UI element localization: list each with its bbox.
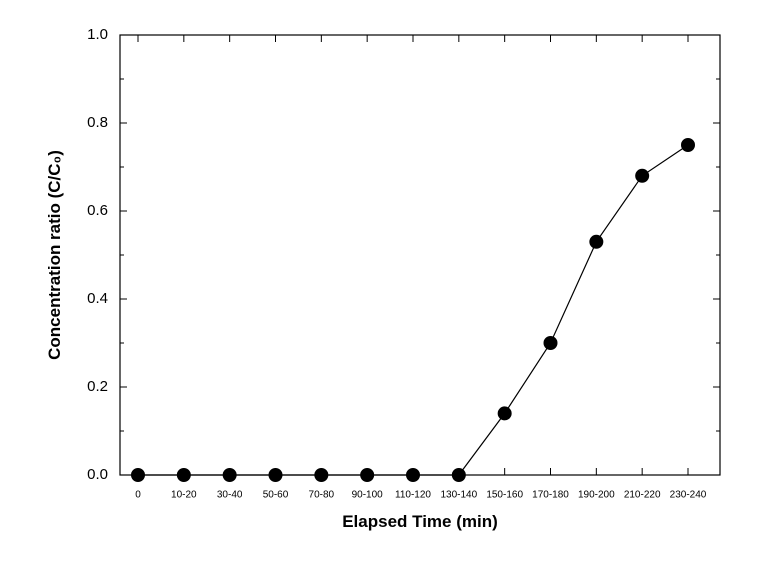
data-point <box>177 469 190 482</box>
x-tick-label: 130-140 <box>440 489 477 500</box>
data-point <box>682 139 695 152</box>
data-point <box>544 337 557 350</box>
concentration-ratio-chart: 0.0 0.2 0.4 0.6 0.8 1.0 0 10-20 30-40 50-60 70-80 9… <box>0 0 771 574</box>
x-tick-label: 0 <box>135 489 141 500</box>
x-tick-label: 230-240 <box>670 489 707 500</box>
data-point <box>452 469 465 482</box>
x-tick-label: 210-220 <box>624 489 661 500</box>
x-tick-label: 30-40 <box>217 489 243 500</box>
data-point <box>269 469 282 482</box>
data-point <box>590 235 603 248</box>
y-tick-label: 0.6 <box>87 202 108 219</box>
x-tick-label: 90-100 <box>352 489 384 500</box>
data-point <box>498 407 511 420</box>
data-point <box>132 469 145 482</box>
y-tick-label: 0.8 <box>87 114 108 131</box>
data-point <box>636 169 649 182</box>
y-tick-label: 1.0 <box>87 26 108 43</box>
x-tick-label: 10-20 <box>171 489 197 500</box>
y-axis-title: Concentration ratio (C/C₀) <box>45 150 64 360</box>
x-tick-label: 190-200 <box>578 489 615 500</box>
y-tick-label: 0.4 <box>87 290 108 307</box>
data-point <box>223 469 236 482</box>
x-tick-label: 110-120 <box>395 489 431 500</box>
x-tick-label: 50-60 <box>263 489 289 500</box>
x-axis-title: Elapsed Time (min) <box>342 512 498 531</box>
x-tick-label: 170-180 <box>532 489 569 500</box>
data-point <box>407 469 420 482</box>
chart-container: 0.0 0.2 0.4 0.6 0.8 1.0 0 10-20 30-40 50-60 70-80 9… <box>0 0 771 574</box>
x-tick-label: 70-80 <box>309 489 335 500</box>
y-tick-label: 0.0 <box>87 466 108 483</box>
x-tick-label: 150-160 <box>486 489 523 500</box>
y-tick-label: 0.2 <box>87 378 108 395</box>
data-point <box>315 469 328 482</box>
data-point <box>361 469 374 482</box>
